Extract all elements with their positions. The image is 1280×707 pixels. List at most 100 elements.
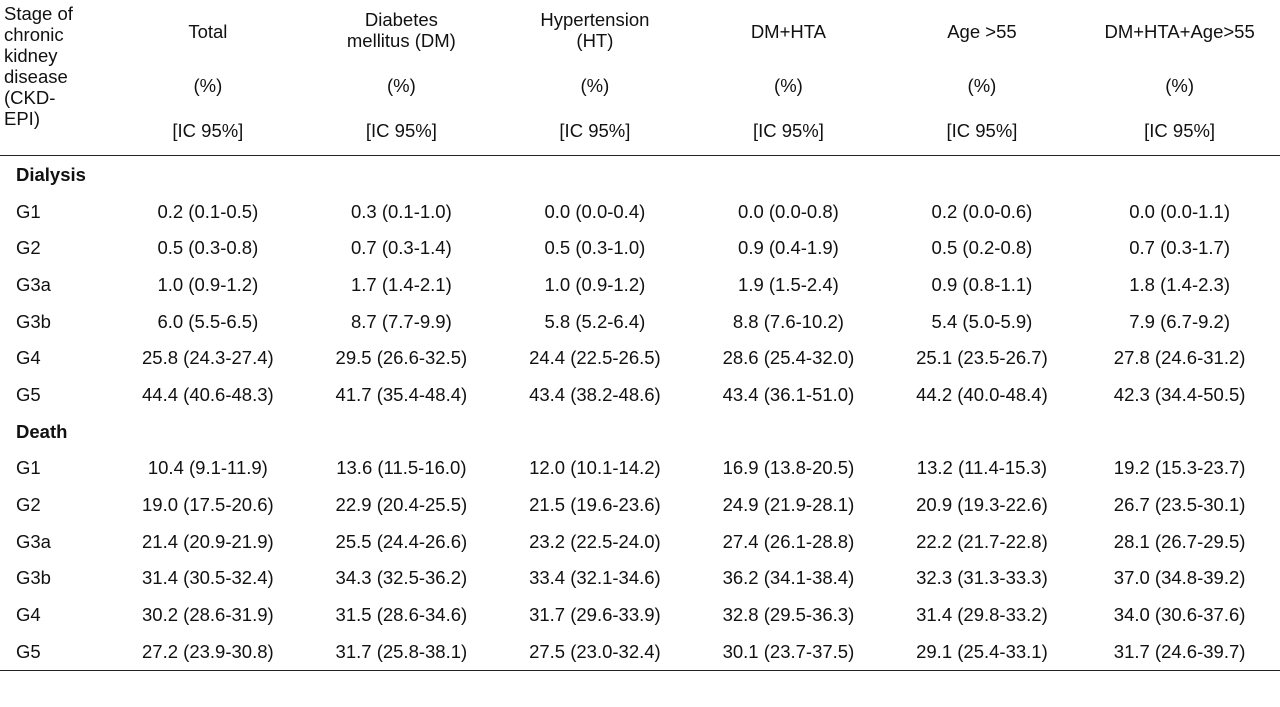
column-unit: (%) <box>774 75 803 96</box>
table-cell: 27.2 (23.9-30.8) <box>110 632 306 671</box>
header-row: Stage of chronic kidney disease (CKD- EP… <box>0 0 1280 156</box>
column-unit: (%) <box>193 75 223 96</box>
table-cell: 31.7 (29.6-33.9) <box>529 604 661 626</box>
column-unit: (%) <box>967 75 997 96</box>
table-row: G3b 6.0 (5.5-6.5) 8.7 (7.7-9.9) 5.8 (5.2-6.… <box>0 303 1280 340</box>
table-row: G4 25.8 (24.3-27.4) 29.5 (26.6-32.5) 24.4 (… <box>0 339 1280 376</box>
column-header-age: Age >55 (%) [IC 95%] <box>884 0 1080 156</box>
table-cell: 28.6 (25.4-32.0) <box>722 347 855 369</box>
column-ci: [IC 95%] <box>946 120 1018 141</box>
table-cell: 22.9 (20.4-25.5) <box>335 494 468 516</box>
table-cell: 5.4 (5.0-5.9) <box>931 310 1033 332</box>
table-cell: 31.4 (30.5-32.4) <box>142 567 274 589</box>
column-unit: (%) <box>1165 75 1194 96</box>
column-unit: (%) <box>580 75 610 96</box>
table-cell: 43.4 (36.1-51.0) <box>722 383 855 405</box>
table-row: G3a 21.4 (20.9-21.9) 25.5 (24.4-26.6) 23.2 … <box>0 523 1280 560</box>
table-cell: 28.1 (26.7-29.5) <box>1113 530 1246 552</box>
table-cell: 32.3 (31.3-33.3) <box>916 567 1048 589</box>
stub-header-line: EPI) <box>4 108 40 129</box>
column-ci: [IC 95%] <box>559 120 631 141</box>
table-row: G1 10.4 (9.1-11.9) 13.6 (11.5-16.0) 12.0 (1… <box>0 450 1280 487</box>
table-cell: 1.0 (0.9-1.2) <box>157 273 259 295</box>
table-cell: 25.8 (24.3-27.4) <box>142 347 274 369</box>
table-cell: 0.5 (0.3-1.0) <box>544 237 646 259</box>
table-cell: 7.9 (6.7-9.2) <box>1129 310 1230 332</box>
table-cell: 36.2 (34.1-38.4) <box>722 567 855 589</box>
table-cell: 33.4 (32.1-34.6) <box>529 567 661 589</box>
table-cell: 0.5 (0.3-0.8) <box>157 237 259 259</box>
column-ci: [IC 95%] <box>172 120 244 141</box>
stage-label: G3a <box>16 273 51 295</box>
table-cell: 27.5 (23.0-32.4) <box>497 632 693 671</box>
table-row: G3b 31.4 (30.5-32.4) 34.3 (32.5-36.2) 33.4 … <box>0 560 1280 597</box>
table-cell: 37.0 (34.8-39.2) <box>1113 567 1246 589</box>
table-cell: 0.0 (0.0-0.4) <box>544 200 646 222</box>
table-cell: 0.2 (0.1-0.5) <box>157 200 259 222</box>
table-cell: 0.9 (0.8-1.1) <box>931 273 1033 295</box>
table-cell: 25.5 (24.4-26.6) <box>335 530 468 552</box>
table-cell: 1.8 (1.4-2.3) <box>1129 273 1230 295</box>
table-cell: 12.0 (10.1-14.2) <box>529 457 661 479</box>
table-cell: 0.0 (0.0-1.1) <box>1129 200 1230 222</box>
table-cell: 31.7 (24.6-39.7) <box>1079 632 1280 671</box>
table-cell: 32.8 (29.5-36.3) <box>722 604 855 626</box>
stage-label: G3a <box>16 530 51 552</box>
stage-label: G1 <box>16 457 41 479</box>
table-cell: 23.2 (22.5-24.0) <box>529 530 661 552</box>
section-title: Dialysis <box>16 163 86 185</box>
table-cell: 43.4 (38.2-48.6) <box>529 383 661 405</box>
table-cell: 16.9 (13.8-20.5) <box>722 457 855 479</box>
stub-header: Stage of chronic kidney disease (CKD- EP… <box>0 0 111 156</box>
table-row: G5 27.2 (23.9-30.8) 31.7 (25.8-38.1) 27.5 (… <box>0 632 1280 671</box>
table-cell: 8.8 (7.6-10.2) <box>732 310 844 332</box>
column-name: (HT) <box>576 30 614 51</box>
table-cell: 0.5 (0.2-0.8) <box>931 237 1033 259</box>
column-name: DM+HTA+Age>55 <box>1104 21 1255 42</box>
table-cell: 34.0 (30.6-37.6) <box>1113 604 1246 626</box>
table-cell: 0.3 (0.1-1.0) <box>350 200 452 222</box>
table-cell: 1.7 (1.4-2.1) <box>350 273 452 295</box>
table-cell: 26.7 (23.5-30.1) <box>1113 494 1246 516</box>
stage-label: G4 <box>16 347 41 369</box>
column-header-hypertension: Hypertension (HT) (%) [IC 95%] <box>497 0 693 156</box>
column-ci: [IC 95%] <box>365 120 437 141</box>
column-ci: [IC 95%] <box>1144 120 1216 141</box>
stub-header-line: chronic <box>4 24 64 45</box>
stage-label: G2 <box>16 494 41 516</box>
table-cell: 0.0 (0.0-0.8) <box>738 200 839 222</box>
column-name: Diabetes <box>364 9 438 30</box>
table-cell: 22.2 (21.7-22.8) <box>916 530 1048 552</box>
column-header-diabetes: Diabetes mellitus (DM) (%) [IC 95%] <box>305 0 498 156</box>
table-row: G5 44.4 (40.6-48.3) 41.7 (35.4-48.4) 43.4 (… <box>0 376 1280 413</box>
table-cell: 19.0 (17.5-20.6) <box>142 494 274 516</box>
stage-label: G5 <box>16 383 41 405</box>
table-cell: 41.7 (35.4-48.4) <box>335 383 468 405</box>
table-cell: 44.4 (40.6-48.3) <box>142 383 274 405</box>
section-row: Dialysis <box>0 156 1280 193</box>
stub-header-line: disease <box>4 66 68 87</box>
table-row: G3a 1.0 (0.9-1.2) 1.7 (1.4-2.1) 1.0 (0.9-1.… <box>0 266 1280 303</box>
stage-label: G4 <box>16 604 41 626</box>
table-row: G1 0.2 (0.1-0.5) 0.3 (0.1-1.0) 0.0 (0.0-0.4… <box>0 193 1280 230</box>
stage-label: G1 <box>16 200 41 222</box>
table-cell: 34.3 (32.5-36.2) <box>335 567 468 589</box>
table-cell: 13.2 (11.4-15.3) <box>916 457 1048 479</box>
table-cell: 13.6 (11.5-16.0) <box>336 457 467 479</box>
table-cell: 0.2 (0.0-0.6) <box>931 200 1033 222</box>
table-cell: 30.2 (28.6-31.9) <box>142 604 274 626</box>
table-cell: 8.7 (7.7-9.9) <box>350 310 452 332</box>
table-cell: 1.9 (1.5-2.4) <box>738 273 839 295</box>
table-cell: 31.4 (29.8-33.2) <box>916 604 1048 626</box>
column-name: Age >55 <box>947 21 1017 42</box>
column-name: Hypertension <box>540 9 650 30</box>
table-cell: 31.7 (25.8-38.1) <box>305 632 498 671</box>
stub-header-line: (CKD- <box>4 87 56 108</box>
table-cell: 19.2 (15.3-23.7) <box>1113 457 1246 479</box>
table-cell: 21.5 (19.6-23.6) <box>529 494 661 516</box>
table-cell: 5.8 (5.2-6.4) <box>544 310 646 332</box>
table-cell: 24.4 (22.5-26.5) <box>529 347 661 369</box>
column-name: DM+HTA <box>750 21 827 42</box>
ckd-outcomes-table: Stage of chronic kidney disease (CKD- EP… <box>0 0 1280 671</box>
table-cell: 6.0 (5.5-6.5) <box>157 310 259 332</box>
